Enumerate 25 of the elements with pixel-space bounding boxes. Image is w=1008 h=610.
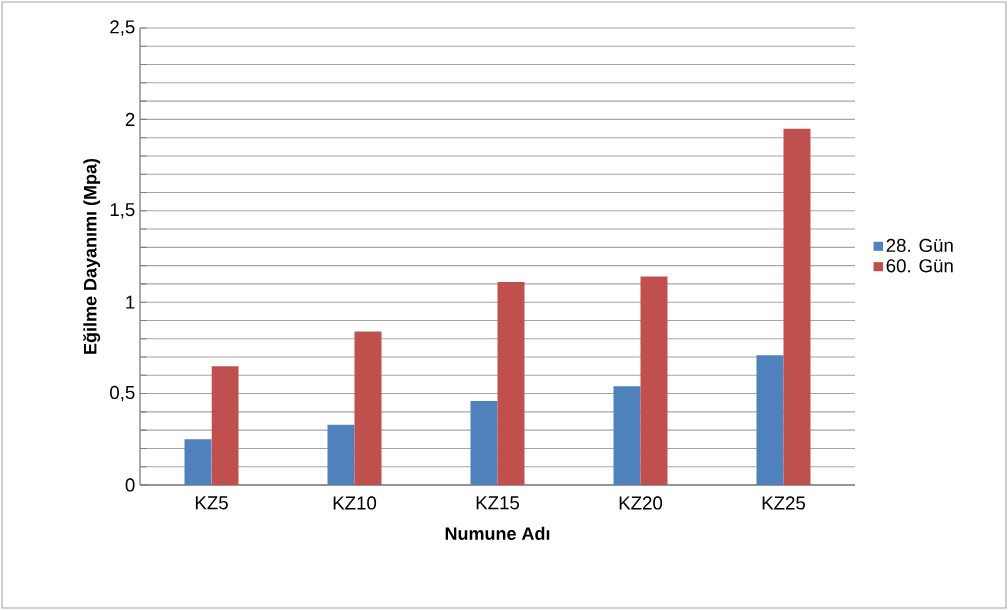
y-tick-label: 1 [126,295,135,309]
bar [327,424,355,485]
bar [354,331,382,485]
y-tick-label: 0 [125,478,135,492]
x-tick-label: KZ25 [762,496,806,510]
x-axis-title: Numune Adı [445,526,550,540]
bar [640,276,668,485]
x-tick-label: KZ10 [333,496,377,510]
y-tick-label: 2,5 [110,20,135,36]
x-tick-label: KZ5 [195,496,228,510]
bar [756,355,784,485]
x-tick-label: KZ20 [619,496,663,510]
legend-label: 28. Gün [886,238,953,253]
legend-label: 60. Gün [886,259,953,273]
y-tick-label: 1,5 [110,203,135,219]
y-axis-title: Eğilme Dayanımı (Mpa) [83,158,101,354]
bar [184,439,212,485]
bar [470,400,498,485]
bar [783,128,811,485]
y-tick-label: 0,5 [110,385,135,402]
bar [497,282,525,485]
bar [613,386,641,485]
bar [211,366,239,485]
x-tick-label: KZ15 [476,496,520,510]
y-tick-label: 2 [125,112,135,126]
